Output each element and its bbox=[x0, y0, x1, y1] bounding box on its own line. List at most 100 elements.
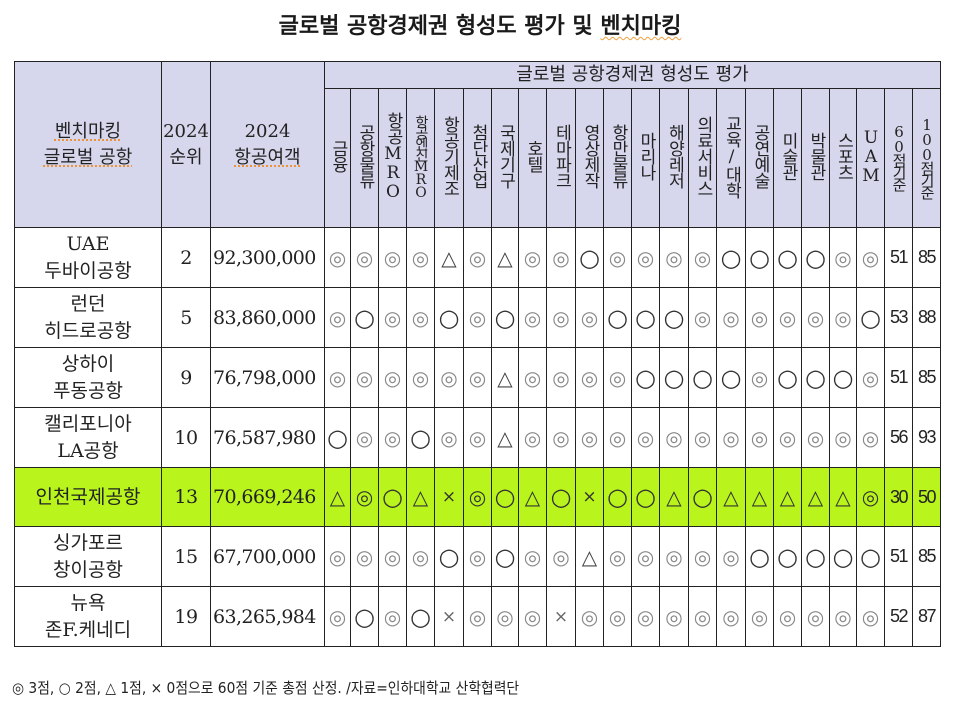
rating-mark-cell: △ bbox=[324, 467, 351, 527]
criteria-header: 교육/대학 bbox=[716, 88, 746, 228]
airport-name-line: 상하이 bbox=[61, 352, 115, 375]
rating-mark-cell: ○ bbox=[745, 227, 774, 288]
criteria-header-row: 금융 공항물류 항공MRO 항공엔진MRO 항공기제조 첨단산업 국제기구 호텔 테마파크 영상제… bbox=[15, 88, 941, 228]
score-header-label: 60점기준 bbox=[890, 123, 908, 189]
rating-mark-cell: ◎ bbox=[856, 227, 885, 288]
title-underlined-word: 벤치마킹 bbox=[600, 14, 682, 39]
rating-mark-cell: ○ bbox=[491, 287, 519, 348]
rating-mark-cell: ○ bbox=[603, 467, 632, 527]
rating-mark-cell: ◎ bbox=[688, 526, 717, 587]
criteria-header: 호텔 bbox=[518, 88, 547, 228]
rating-mark-cell: ◎ bbox=[324, 526, 351, 587]
score-100-cell: 88 bbox=[912, 287, 941, 348]
score-100-cell: 50 bbox=[912, 467, 941, 527]
table-row: UAE 두바이공항 2 92,300,000 ◎ ◎ ◎ ◎ △ ◎ △ ◎ ◎ ○ ◎ ◎ ◎ ◎ ○ ○ ○ ○ ◎ ◎ 5… bbox=[14, 227, 941, 288]
rating-mark-cell: ◎ bbox=[518, 227, 547, 288]
criteria-label: 영상제작 bbox=[580, 124, 600, 188]
score-100-cell: 93 bbox=[912, 407, 941, 468]
airport-name-line: 히드로공항 bbox=[44, 319, 132, 342]
rating-mark-cell: ○ bbox=[434, 287, 464, 348]
rating-mark-cell: ◎ bbox=[603, 347, 632, 408]
criteria-label: 해양레저 bbox=[664, 124, 685, 188]
rank-cell: 19 bbox=[161, 586, 211, 647]
criteria-label: 테마파크 bbox=[551, 124, 572, 188]
rating-mark-cell: ○ bbox=[688, 347, 717, 408]
rating-mark-cell: ◎ bbox=[716, 586, 746, 647]
criteria-header: 항공기제조 bbox=[434, 88, 464, 228]
rating-mark-cell: ○ bbox=[688, 467, 717, 527]
airport-name-line: 인천국제공항 bbox=[35, 485, 141, 508]
rating-mark-cell: ◎ bbox=[491, 586, 519, 647]
rating-mark-cell: ○ bbox=[659, 347, 689, 408]
header-score-100: 100점기준 bbox=[912, 88, 941, 228]
airport-name-line: 싱가포르 bbox=[53, 531, 123, 554]
rank-cell: 13 bbox=[161, 467, 211, 527]
criteria-header: 금융 bbox=[324, 88, 351, 228]
header-rank: 2024 순위 bbox=[161, 61, 211, 228]
rating-mark-cell: △ bbox=[491, 407, 519, 468]
rating-mark-cell: ○ bbox=[801, 347, 830, 408]
airport-name-cell: 상하이 푸동공항 bbox=[14, 347, 162, 408]
passengers-cell: 92,300,000 bbox=[210, 227, 325, 288]
rating-mark-cell: △ bbox=[716, 467, 746, 527]
criteria-label: 스포츠 bbox=[833, 132, 854, 180]
score-100-cell: 85 bbox=[912, 227, 941, 288]
rating-mark-cell: ○ bbox=[350, 287, 379, 348]
rating-mark-cell: ○ bbox=[350, 586, 379, 647]
rating-mark-cell: ◎ bbox=[745, 287, 774, 348]
rating-mark-cell: ◎ bbox=[434, 407, 464, 468]
airport-name-line: UAE bbox=[66, 232, 110, 255]
rating-mark-cell: ◎ bbox=[688, 287, 717, 348]
rating-mark-cell: ◎ bbox=[350, 467, 379, 527]
rating-mark-cell: △ bbox=[434, 227, 464, 288]
rating-mark-cell: ◎ bbox=[603, 227, 632, 288]
rating-mark-cell: ◎ bbox=[463, 586, 492, 647]
header-group: 글로벌 공항경제권 형성도 평가 bbox=[324, 61, 941, 89]
rating-mark-cell: ◎ bbox=[603, 586, 632, 647]
rating-mark-cell: ◎ bbox=[546, 227, 576, 288]
rating-mark-cell: ◎ bbox=[801, 586, 830, 647]
criteria-header: 해양레저 bbox=[659, 88, 689, 228]
rating-mark-cell: ○ bbox=[603, 287, 632, 348]
airport-name-line: 캘리포니아 bbox=[44, 412, 132, 435]
airport-name-cell: 런던 히드로공항 bbox=[14, 287, 162, 348]
rating-mark-cell: ○ bbox=[434, 526, 464, 587]
rating-mark-cell: ◎ bbox=[463, 287, 492, 348]
rating-mark-cell: ○ bbox=[631, 347, 660, 408]
rating-mark-cell: ○ bbox=[829, 347, 857, 408]
criteria-header: 첨단산업 bbox=[463, 88, 492, 228]
rating-mark-cell: ◎ bbox=[518, 586, 547, 647]
rating-mark-cell: ○ bbox=[773, 347, 802, 408]
rating-mark-cell: ◎ bbox=[856, 347, 885, 408]
criteria-header: 박물관 bbox=[801, 88, 830, 228]
rating-mark-cell: ◎ bbox=[773, 287, 802, 348]
criteria-header: UAM bbox=[856, 88, 885, 228]
passengers-cell: 67,700,000 bbox=[210, 526, 325, 587]
rating-mark-cell: ○ bbox=[801, 227, 830, 288]
rating-mark-cell: ◎ bbox=[406, 227, 435, 288]
header-airport: 벤치마킹 글로벌 공항 bbox=[14, 61, 162, 228]
airport-name-cell: 싱가포르 창이공항 bbox=[14, 526, 162, 587]
rating-mark-cell: ◎ bbox=[829, 586, 857, 647]
rating-mark-cell: ○ bbox=[801, 526, 830, 587]
criteria-header: 국제기구 bbox=[491, 88, 519, 228]
rating-mark-cell: ◎ bbox=[688, 227, 717, 288]
rating-mark-cell: ◎ bbox=[575, 407, 604, 468]
rating-mark-cell: ◎ bbox=[324, 287, 351, 348]
rating-mark-cell: ◎ bbox=[463, 526, 492, 587]
table-row-highlighted: 인천국제공항 13 70,669,246 △ ◎ ○ △ × ◎ ○ △ ○ × ○ ○ △ ○ △ △ △ △ △ ◎ 30… bbox=[14, 467, 941, 527]
criteria-header: 미술관 bbox=[773, 88, 802, 228]
criteria-header: 공항물류 bbox=[350, 88, 379, 228]
rating-mark-cell: ◎ bbox=[518, 287, 547, 348]
criteria-label: 항공기제조 bbox=[439, 116, 460, 196]
header-airport-line2: 글로벌 공항 bbox=[43, 146, 133, 168]
rating-mark-cell: ◎ bbox=[659, 407, 689, 468]
criteria-header: 영상제작 bbox=[575, 88, 604, 228]
rating-mark-cell: ◎ bbox=[324, 347, 351, 408]
rating-mark-cell: ◎ bbox=[716, 526, 746, 587]
rating-mark-cell: ◎ bbox=[546, 347, 576, 408]
passengers-cell: 70,669,246 bbox=[210, 467, 325, 527]
criteria-header: 항만물류 bbox=[603, 88, 632, 228]
rating-mark-cell: × bbox=[575, 467, 604, 527]
rating-mark-cell: △ bbox=[575, 526, 604, 587]
